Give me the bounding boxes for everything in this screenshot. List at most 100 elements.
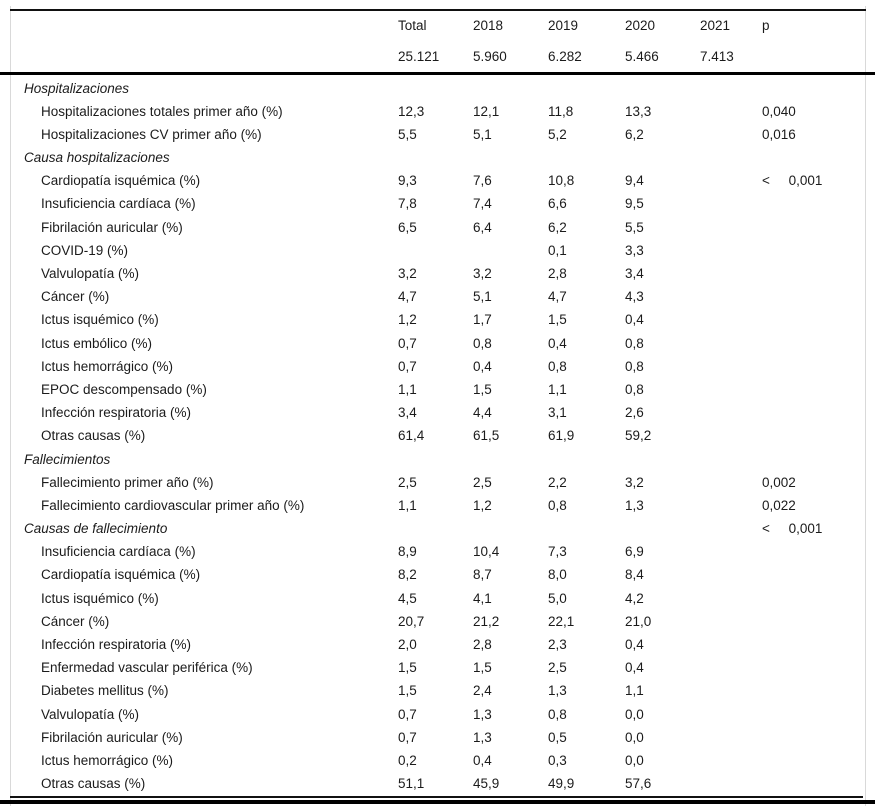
row-label: Diabetes mellitus (%) <box>41 683 169 699</box>
table-row: Ictus isquémico (%) 1,2 1,7 1,5 0,4 <box>0 308 875 331</box>
cell-2020: 57,6 <box>625 776 652 792</box>
cell-total: 0,7 <box>398 706 417 722</box>
row-label: Valvulopatía (%) <box>41 266 140 281</box>
section-row: Causas de fallecimiento < 0,001 <box>0 517 875 540</box>
cell-2018: 12,1 <box>473 103 500 119</box>
cell-2020: 4,3 <box>625 289 644 305</box>
row-label: Infección respiratoria (%) <box>41 637 192 652</box>
column-header-p: p <box>762 18 770 33</box>
cell-2019: 6,2 <box>548 219 567 235</box>
table-top-rule <box>10 9 866 11</box>
cell-total: 8,2 <box>398 567 417 583</box>
cell-2020: 0,0 <box>625 752 644 768</box>
row-label: Causas de fallecimiento <box>24 521 168 537</box>
row-label: Hospitalizaciones totales primer año (%) <box>41 103 283 119</box>
cell-2020: 1,1 <box>625 683 644 699</box>
cell-2018: 10,4 <box>473 544 500 560</box>
table-row: Hospitalizaciones totales primer año (%)… <box>0 100 875 123</box>
cell-total: 6,5 <box>398 219 417 235</box>
cell-2018: 1,5 <box>473 660 492 676</box>
cell-total: 61,4 <box>398 428 425 444</box>
cell-total: 0,7 <box>398 358 417 374</box>
cell-2020: 2,6 <box>625 405 644 421</box>
table-frame-left-line <box>10 6 11 806</box>
cell-2018: 4,1 <box>473 590 492 606</box>
row-label: Cáncer (%) <box>41 289 110 305</box>
table-row: Ictus isquémico (%) 4,5 4,1 5,0 4,2 <box>0 587 875 610</box>
cell-2018: 0,8 <box>473 335 492 351</box>
row-label: EPOC descompensado (%) <box>41 381 207 397</box>
cell-2020: 9,5 <box>625 196 644 212</box>
cell-2020: 3,2 <box>625 474 644 490</box>
cell-2018: 21,2 <box>473 613 500 629</box>
column-header-2018: 2018 <box>473 18 504 33</box>
cell-2020: 0,4 <box>625 312 644 328</box>
table-row: COVID-19 (%) 0,1 3,3 <box>0 239 875 262</box>
cell-2020: 0,0 <box>625 729 644 745</box>
cell-2019: 8,0 <box>548 567 567 583</box>
cell-total: 1,5 <box>398 660 417 676</box>
column-header-2021: 2021 <box>700 18 731 33</box>
cell-p-value: 0,022 <box>762 497 796 513</box>
section-row: Hospitalizaciones <box>0 77 875 100</box>
header-separator-rule <box>0 71 875 75</box>
table-bottom-thin-rule <box>10 795 863 798</box>
cell-2019: 4,7 <box>548 289 567 305</box>
cell-2020: 3,3 <box>625 242 644 258</box>
table-row: Fallecimiento primer año (%) 2,5 2,5 2,2 3,2… <box>0 471 875 494</box>
row-label: COVID-19 (%) <box>41 242 129 258</box>
cell-2019: 10,8 <box>548 173 575 189</box>
table-row: Hospitalizaciones CV primer año (%) 5,5 5,… <box>0 123 875 146</box>
count-2019: 6.282 <box>548 49 582 64</box>
cell-total: 3,2 <box>398 266 417 281</box>
cell-2020: 6,9 <box>625 544 644 560</box>
cell-2018: 3,2 <box>473 266 492 281</box>
table-row: Cardiopatía isquémica (%) 8,2 8,7 8,0 8,4 <box>0 563 875 586</box>
cell-total: 4,5 <box>398 590 417 606</box>
row-label: Otras causas (%) <box>41 428 146 444</box>
count-2021: 7.413 <box>700 49 734 64</box>
cell-2018: 2,5 <box>473 474 492 490</box>
column-header-total: Total <box>398 18 427 33</box>
section-row: Causa hospitalizaciones <box>0 146 875 169</box>
cell-total: 1,2 <box>398 312 417 328</box>
cell-total: 2,5 <box>398 474 417 490</box>
cell-total: 1,1 <box>398 497 417 513</box>
row-label: Ictus isquémico (%) <box>41 590 159 606</box>
cell-total: 7,8 <box>398 196 417 212</box>
cell-2019: 0,8 <box>548 497 567 513</box>
cell-2020: 0,8 <box>625 358 644 374</box>
table-row: Otras causas (%) 61,4 61,5 61,9 59,2 <box>0 424 875 447</box>
row-label: Valvulopatía (%) <box>41 706 140 722</box>
cell-2020: 8,4 <box>625 567 644 583</box>
cell-2018: 1,7 <box>473 312 492 328</box>
cell-2019: 0,8 <box>548 358 567 374</box>
cell-2019: 2,2 <box>548 474 567 490</box>
cell-2019: 0,1 <box>548 242 567 258</box>
table-bottom-thick-rule <box>0 800 875 804</box>
table-row: Valvulopatía (%) 0,7 1,3 0,8 0,0 <box>0 703 875 726</box>
row-label: Fallecimiento primer año (%) <box>41 474 214 490</box>
cell-2019: 49,9 <box>548 776 575 792</box>
row-label: Insuficiencia cardíaca (%) <box>41 196 196 212</box>
row-label: Ictus embólico (%) <box>41 335 153 351</box>
cell-2018: 1,5 <box>473 381 492 397</box>
cell-2019: 7,3 <box>548 544 567 560</box>
cell-2018: 5,1 <box>473 289 492 305</box>
table-row: Cáncer (%) 4,7 5,1 4,7 4,3 <box>0 285 875 308</box>
table-header-row: Total 2018 2019 2020 2021 p <box>0 13 875 39</box>
row-label: Insuficiencia cardíaca (%) <box>41 544 196 560</box>
cell-2018: 2,4 <box>473 683 492 699</box>
cell-2019: 1,1 <box>548 381 567 397</box>
table-body: Hospitalizaciones Hospitalizaciones total… <box>0 77 875 796</box>
cell-2020: 0,0 <box>625 706 644 722</box>
cell-total: 0,7 <box>398 729 417 745</box>
table-row: Fibrilación auricular (%) 6,5 6,4 6,2 5,5 <box>0 216 875 239</box>
cell-2020: 6,2 <box>625 126 644 142</box>
cell-2020: 0,4 <box>625 660 644 676</box>
row-label: Hospitalizaciones <box>24 80 130 96</box>
cell-2019: 2,3 <box>548 637 567 652</box>
cell-2019: 5,2 <box>548 126 567 142</box>
table-row: Fibrilación auricular (%) 0,7 1,3 0,5 0,0 <box>0 726 875 749</box>
cell-2020: 13,3 <box>625 103 652 119</box>
